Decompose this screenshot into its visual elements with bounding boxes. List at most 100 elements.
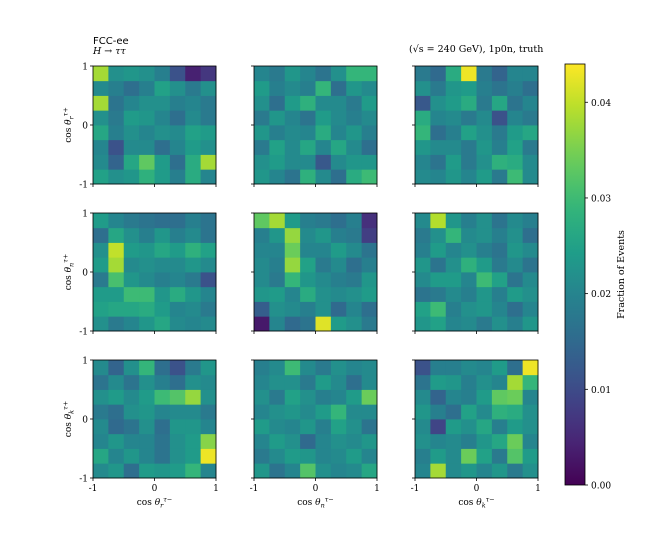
heatmap-cell bbox=[139, 374, 155, 390]
heatmap-cell bbox=[169, 374, 186, 390]
heatmap-cell bbox=[269, 257, 286, 273]
heatmap-cell bbox=[200, 419, 217, 435]
heatmap-cell bbox=[123, 419, 140, 435]
heatmap-cell bbox=[461, 360, 477, 376]
heatmap-cell bbox=[169, 272, 186, 288]
heatmap-cell bbox=[269, 389, 286, 405]
heatmap-cell bbox=[123, 301, 140, 317]
heatmap-cell bbox=[430, 433, 447, 449]
heatmap-cell bbox=[154, 95, 171, 111]
heatmap-cell bbox=[254, 374, 270, 390]
heatmap-cell bbox=[284, 374, 301, 390]
heatmap-cell bbox=[445, 139, 462, 155]
heatmap-cell bbox=[169, 360, 186, 376]
heatmap-cell bbox=[154, 389, 171, 405]
heatmap-cell bbox=[522, 154, 539, 170]
heatmap-cell bbox=[330, 404, 347, 420]
heatmap-cell bbox=[476, 419, 493, 435]
heatmap-cell bbox=[445, 286, 462, 302]
heatmap-cell bbox=[108, 169, 125, 185]
panel-k-n: -1 0 1 cos θnτ− bbox=[250, 359, 380, 510]
heatmap-cell bbox=[254, 169, 270, 185]
heatmap-cell bbox=[269, 286, 286, 302]
heatmap-cell bbox=[476, 227, 493, 243]
heatmap-cell bbox=[330, 154, 347, 170]
heatmap-cell bbox=[123, 257, 140, 273]
heatmap-cell bbox=[284, 154, 301, 170]
heatmap-cell bbox=[491, 139, 508, 155]
heatmap-cell bbox=[108, 433, 125, 449]
heatmap-cell bbox=[507, 301, 524, 317]
heatmap-cell bbox=[200, 286, 217, 302]
heatmap-cell bbox=[254, 95, 270, 111]
heatmap-cell bbox=[108, 154, 125, 170]
heatmap-cell bbox=[507, 316, 524, 332]
x-axis-label: cos θrτ− bbox=[137, 496, 173, 510]
panel-n-r: -1 0 1 cos θnτ+ bbox=[62, 210, 217, 338]
heatmap-cell bbox=[254, 389, 270, 405]
heatmap-cell bbox=[154, 360, 171, 376]
heatmap-cell bbox=[507, 272, 524, 288]
heatmap-cell bbox=[185, 125, 202, 141]
heatmap-cell bbox=[300, 66, 316, 82]
colorbar-gradient bbox=[564, 63, 586, 486]
heatmap-cell bbox=[522, 227, 539, 243]
heatmap-cell bbox=[445, 404, 462, 420]
heatmap-cell bbox=[200, 80, 217, 96]
heatmap-cell bbox=[108, 257, 125, 273]
heatmap-cell bbox=[522, 463, 539, 479]
heatmap-cell bbox=[200, 95, 217, 111]
heatmap-cell bbox=[361, 374, 378, 390]
heatmap-cell bbox=[361, 242, 378, 258]
heatmap-cell bbox=[123, 286, 140, 302]
heatmap-cell bbox=[415, 257, 431, 273]
heatmap-cell bbox=[108, 110, 125, 126]
heatmap-cell bbox=[361, 257, 378, 273]
heatmap-cell bbox=[361, 169, 378, 185]
heatmap-cell bbox=[139, 169, 155, 185]
heatmap-cell bbox=[154, 227, 171, 243]
heatmap-cell bbox=[154, 463, 171, 479]
heatmap-cell bbox=[430, 154, 447, 170]
heatmap-cell bbox=[507, 242, 524, 258]
heatmap-cell bbox=[430, 257, 447, 273]
heatmap-cell bbox=[430, 448, 447, 464]
heatmap-cell bbox=[154, 404, 171, 420]
heatmap-cell bbox=[123, 389, 140, 405]
heatmap-cell bbox=[200, 360, 217, 376]
heatmap-cell bbox=[445, 433, 462, 449]
heatmap-cell bbox=[476, 125, 493, 141]
heatmap-cell bbox=[139, 227, 155, 243]
heatmap-cell bbox=[200, 125, 217, 141]
heatmap-cell bbox=[315, 360, 332, 376]
heatmap-cell bbox=[346, 154, 363, 170]
heatmap-cell bbox=[254, 139, 270, 155]
heatmap-cell bbox=[476, 169, 493, 185]
heatmap-cell bbox=[93, 257, 109, 273]
heatmap-cell bbox=[445, 389, 462, 405]
heatmap-cell bbox=[284, 419, 301, 435]
heatmap-cell bbox=[185, 316, 202, 332]
heatmap-cell bbox=[461, 257, 477, 273]
heatmap-cell bbox=[476, 66, 493, 82]
heatmap-cell bbox=[169, 242, 186, 258]
heatmap-cell bbox=[430, 286, 447, 302]
heatmap-cell bbox=[154, 448, 171, 464]
heatmap-cell bbox=[522, 286, 539, 302]
heatmap-cell bbox=[169, 154, 186, 170]
heatmap-cell bbox=[300, 433, 316, 449]
heatmap-cell bbox=[200, 257, 217, 273]
heatmap-cell bbox=[415, 272, 431, 288]
heatmap-cell bbox=[445, 169, 462, 185]
heatmap-cell bbox=[507, 95, 524, 111]
heatmap-cell bbox=[139, 404, 155, 420]
y-tick-label: 1 bbox=[82, 357, 88, 367]
heatmap-cell bbox=[346, 374, 363, 390]
colorbar-tick-label: 0.04 bbox=[591, 99, 611, 109]
heatmap-cell bbox=[315, 139, 332, 155]
heatmap-cell bbox=[415, 448, 431, 464]
heatmap-cell bbox=[507, 389, 524, 405]
heatmap-cell bbox=[123, 139, 140, 155]
heatmap-cell bbox=[269, 433, 286, 449]
